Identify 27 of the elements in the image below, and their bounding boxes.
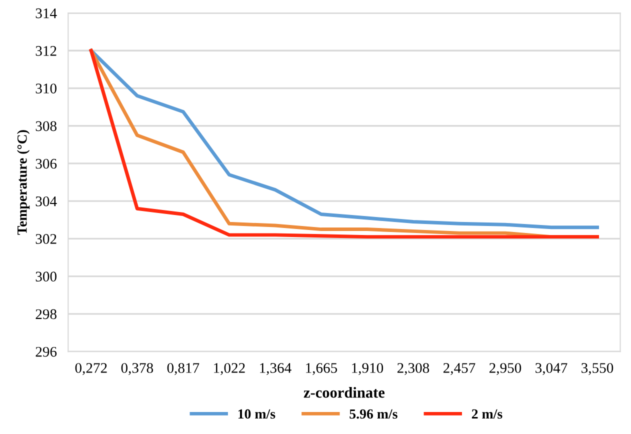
x-tick-label: 3,550 [582,363,614,376]
y-tick-label: 312 [36,46,56,56]
legend-label: 2 m/s [472,409,502,419]
x-tick-label: 2,308 [397,363,430,376]
x-tick-label: 0,272 [75,363,107,376]
legend-label: 10 m/s [238,409,276,419]
x-tick-label: 1,910 [352,363,384,376]
y-tick-label: 296 [36,346,57,357]
x-tick-label: 0,817 [167,363,200,376]
x-axis-title: z-coordinate [304,386,385,398]
y-tick-label: 314 [36,8,57,18]
y-tick-label: 304 [36,196,57,206]
x-tick-label: 2,950 [489,363,522,376]
x-tick-label: 2,457 [443,363,476,376]
y-tick-label: 306 [36,158,57,169]
y-tick-label: 310 [36,84,56,94]
y-axis-title: Temperature (°C) [17,130,30,235]
x-tick-label: 0,378 [121,363,154,376]
x-tick-label: 1,665 [306,363,338,376]
y-tick-label: 308 [36,121,56,132]
x-tick-label: 3,047 [536,363,568,376]
x-tick-label: 1,364 [260,363,292,376]
x-tick-label: 1,022 [214,363,245,376]
y-tick-label: 300 [36,272,56,282]
y-tick-label: 298 [36,309,56,320]
y-tick-label: 302 [36,234,56,244]
legend-label: 5.96 m/s [350,409,398,419]
